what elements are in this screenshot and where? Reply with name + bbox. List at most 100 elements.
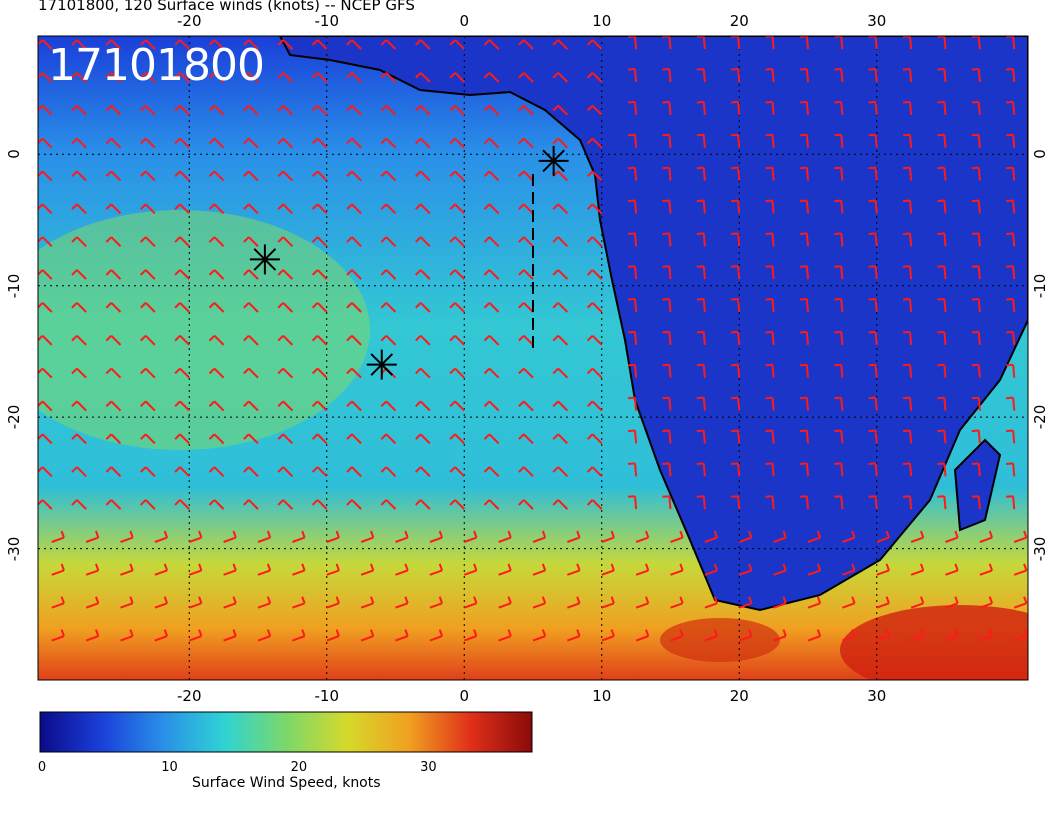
wind-barb xyxy=(277,433,294,445)
wind-barb xyxy=(1006,495,1016,510)
wind-barb xyxy=(696,199,706,214)
wind-barb xyxy=(243,302,259,313)
wind-barb xyxy=(627,429,638,444)
wind-maximum-red-south xyxy=(660,618,780,662)
wind-barb xyxy=(174,39,190,50)
wind-barb xyxy=(449,72,465,83)
wind-barb xyxy=(292,596,306,609)
wind-barb xyxy=(395,629,409,642)
wind-barb xyxy=(731,495,741,510)
wind-barb xyxy=(518,367,534,379)
wind-barb xyxy=(670,629,684,642)
wind-barb xyxy=(902,133,913,148)
colorbar xyxy=(39,711,533,753)
wind-barb xyxy=(174,400,190,412)
wind-barb xyxy=(463,629,478,642)
wind-barb xyxy=(902,330,913,345)
wind-barb xyxy=(208,236,225,247)
wind-barb xyxy=(174,104,190,116)
lat-tick-right: 0 xyxy=(1031,149,1049,160)
wind-barb xyxy=(311,302,328,313)
wind-barb xyxy=(346,400,362,412)
wind-barb xyxy=(670,596,684,609)
wind-barb xyxy=(208,433,225,445)
wind-barb xyxy=(429,530,444,543)
wind-barb xyxy=(449,433,465,445)
wind-barb xyxy=(223,596,237,609)
wind-barb xyxy=(937,396,947,411)
wind-barb xyxy=(834,100,844,115)
wind-barb xyxy=(326,530,340,543)
wind-barb xyxy=(71,367,87,379)
wind-barb xyxy=(765,495,775,510)
wind-barb xyxy=(415,104,431,116)
wind-barb xyxy=(415,203,431,215)
wind-barb xyxy=(140,302,156,313)
wind-barb xyxy=(567,629,581,642)
wind-barb xyxy=(154,563,169,576)
wind-barb xyxy=(71,137,87,149)
wind-barb xyxy=(1006,462,1016,477)
lon-tick-top: -10 xyxy=(314,12,340,30)
wind-barb xyxy=(868,265,878,280)
wind-barb xyxy=(208,137,225,149)
wind-barb xyxy=(140,466,156,477)
wind-barb xyxy=(807,530,822,543)
wind-barb xyxy=(731,199,741,214)
wind-barb xyxy=(738,629,753,642)
wind-barb xyxy=(174,433,190,445)
wind-barb xyxy=(518,72,534,83)
wind-barb xyxy=(277,39,294,50)
wind-barb xyxy=(449,334,465,346)
wind-barbs xyxy=(38,36,1028,642)
wind-barb xyxy=(140,137,156,149)
wind-barb xyxy=(1006,166,1016,181)
wind-barb xyxy=(154,596,169,609)
wind-barb xyxy=(1013,629,1028,642)
wind-barb xyxy=(105,499,122,510)
wind-barb xyxy=(277,367,294,379)
wind-barb xyxy=(910,596,925,609)
wind-barb xyxy=(799,429,809,444)
wind-barb xyxy=(120,530,134,543)
wind-barb xyxy=(311,39,328,50)
wind-barb xyxy=(696,330,706,345)
wind-barb xyxy=(346,499,362,510)
wind-barb xyxy=(937,68,947,83)
wind-barb xyxy=(105,269,122,280)
wind-barb xyxy=(765,363,775,378)
wind-barb xyxy=(731,396,741,411)
wind-barb xyxy=(208,367,225,379)
wind-barb xyxy=(1006,396,1016,411)
wind-barb xyxy=(662,429,672,444)
wind-barb xyxy=(380,137,397,149)
wind-barb xyxy=(449,302,465,313)
wind-barb xyxy=(71,499,87,510)
wind-barb xyxy=(1006,363,1016,378)
wind-barb xyxy=(346,466,362,477)
wind-barb xyxy=(842,563,856,576)
wind-barb xyxy=(277,203,294,215)
wind-barb xyxy=(208,104,225,116)
wind-barb xyxy=(105,334,122,346)
wind-barb xyxy=(518,499,534,510)
wind-barb xyxy=(483,466,500,477)
lon-tick-top: -20 xyxy=(177,12,202,30)
lon-tick-bottom: 10 xyxy=(592,687,612,705)
wind-barb xyxy=(518,466,534,477)
wind-barb xyxy=(799,232,809,247)
wind-barb xyxy=(662,68,672,83)
wind-barb xyxy=(85,530,100,543)
wind-barb xyxy=(380,104,397,116)
wind-barb xyxy=(1006,68,1016,83)
wind-barb xyxy=(346,72,362,83)
wind-barb xyxy=(483,302,500,313)
wind-barb xyxy=(552,203,569,215)
wind-barb xyxy=(483,104,500,116)
wind-barb xyxy=(449,367,465,379)
wind-barb xyxy=(208,499,225,510)
wind-barb xyxy=(567,530,581,543)
wind-barb xyxy=(552,137,569,149)
wind-barb xyxy=(971,68,981,83)
wind-barb xyxy=(71,104,87,116)
